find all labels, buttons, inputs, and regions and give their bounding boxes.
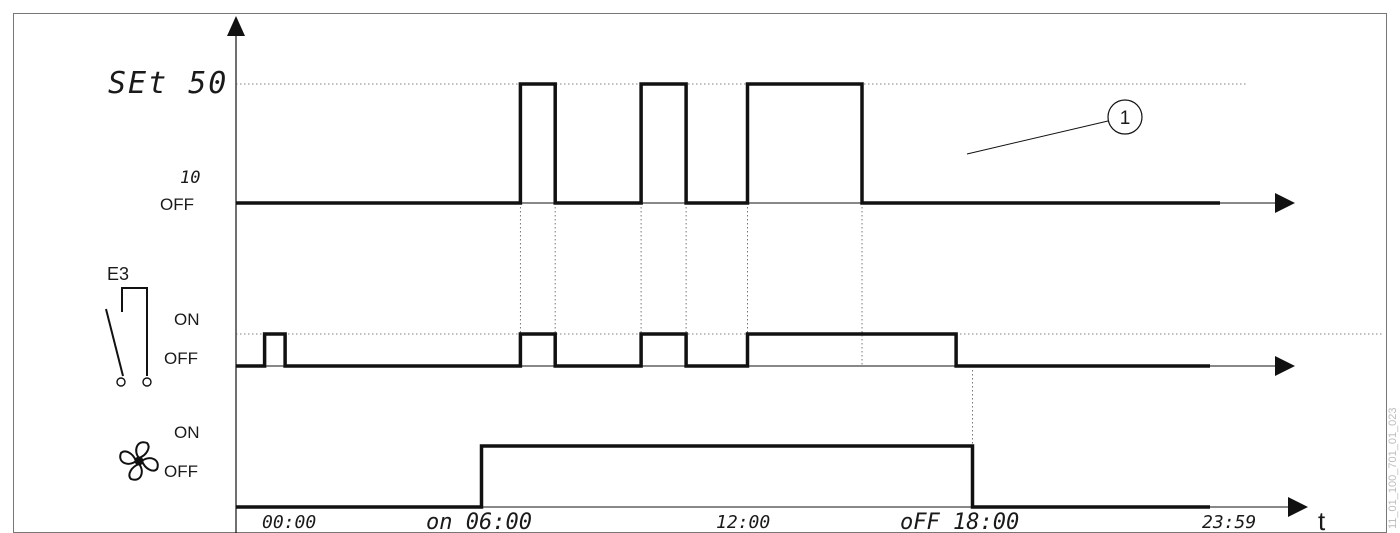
fan-icon <box>119 441 159 481</box>
callout-circle <box>1107 99 1143 135</box>
fan-on-label: ON <box>174 423 200 442</box>
set-level-label: SEt 50 <box>108 66 228 101</box>
top-off-label: OFF <box>160 195 194 214</box>
set-temperature-trace <box>236 82 1220 205</box>
relay-off-label: OFF <box>164 349 198 368</box>
time-label-on: on 06:00 <box>426 510 532 533</box>
callout-leader <box>966 120 1109 155</box>
time-label-noon: 12:00 <box>716 512 770 533</box>
time-label-start: 00:00 <box>262 512 316 533</box>
fan-off-label: OFF <box>164 462 198 481</box>
e3-relay-trace <box>236 332 1210 368</box>
fan-trace <box>236 444 1210 509</box>
time-axis-unit: t <box>1318 506 1326 533</box>
vertical-references <box>519 203 973 446</box>
relay-time-axis-arrow <box>1275 356 1295 376</box>
mid-level-label: 10 <box>180 168 200 188</box>
time-label-off: oFF 18:00 <box>900 510 1019 533</box>
document-code-watermark: 11_01_100_701_01_023 <box>1387 407 1399 529</box>
y-axis-arrow <box>227 16 245 36</box>
relay-switch-icon <box>105 287 152 387</box>
fan-time-axis-arrow <box>1288 497 1308 517</box>
relay-on-label: ON <box>174 310 200 329</box>
callout-number: 1 <box>1120 108 1131 129</box>
time-label-end: 23:59 <box>1202 512 1256 533</box>
top-time-axis-arrow <box>1275 193 1295 213</box>
relay-name-label: E3 <box>107 264 129 284</box>
